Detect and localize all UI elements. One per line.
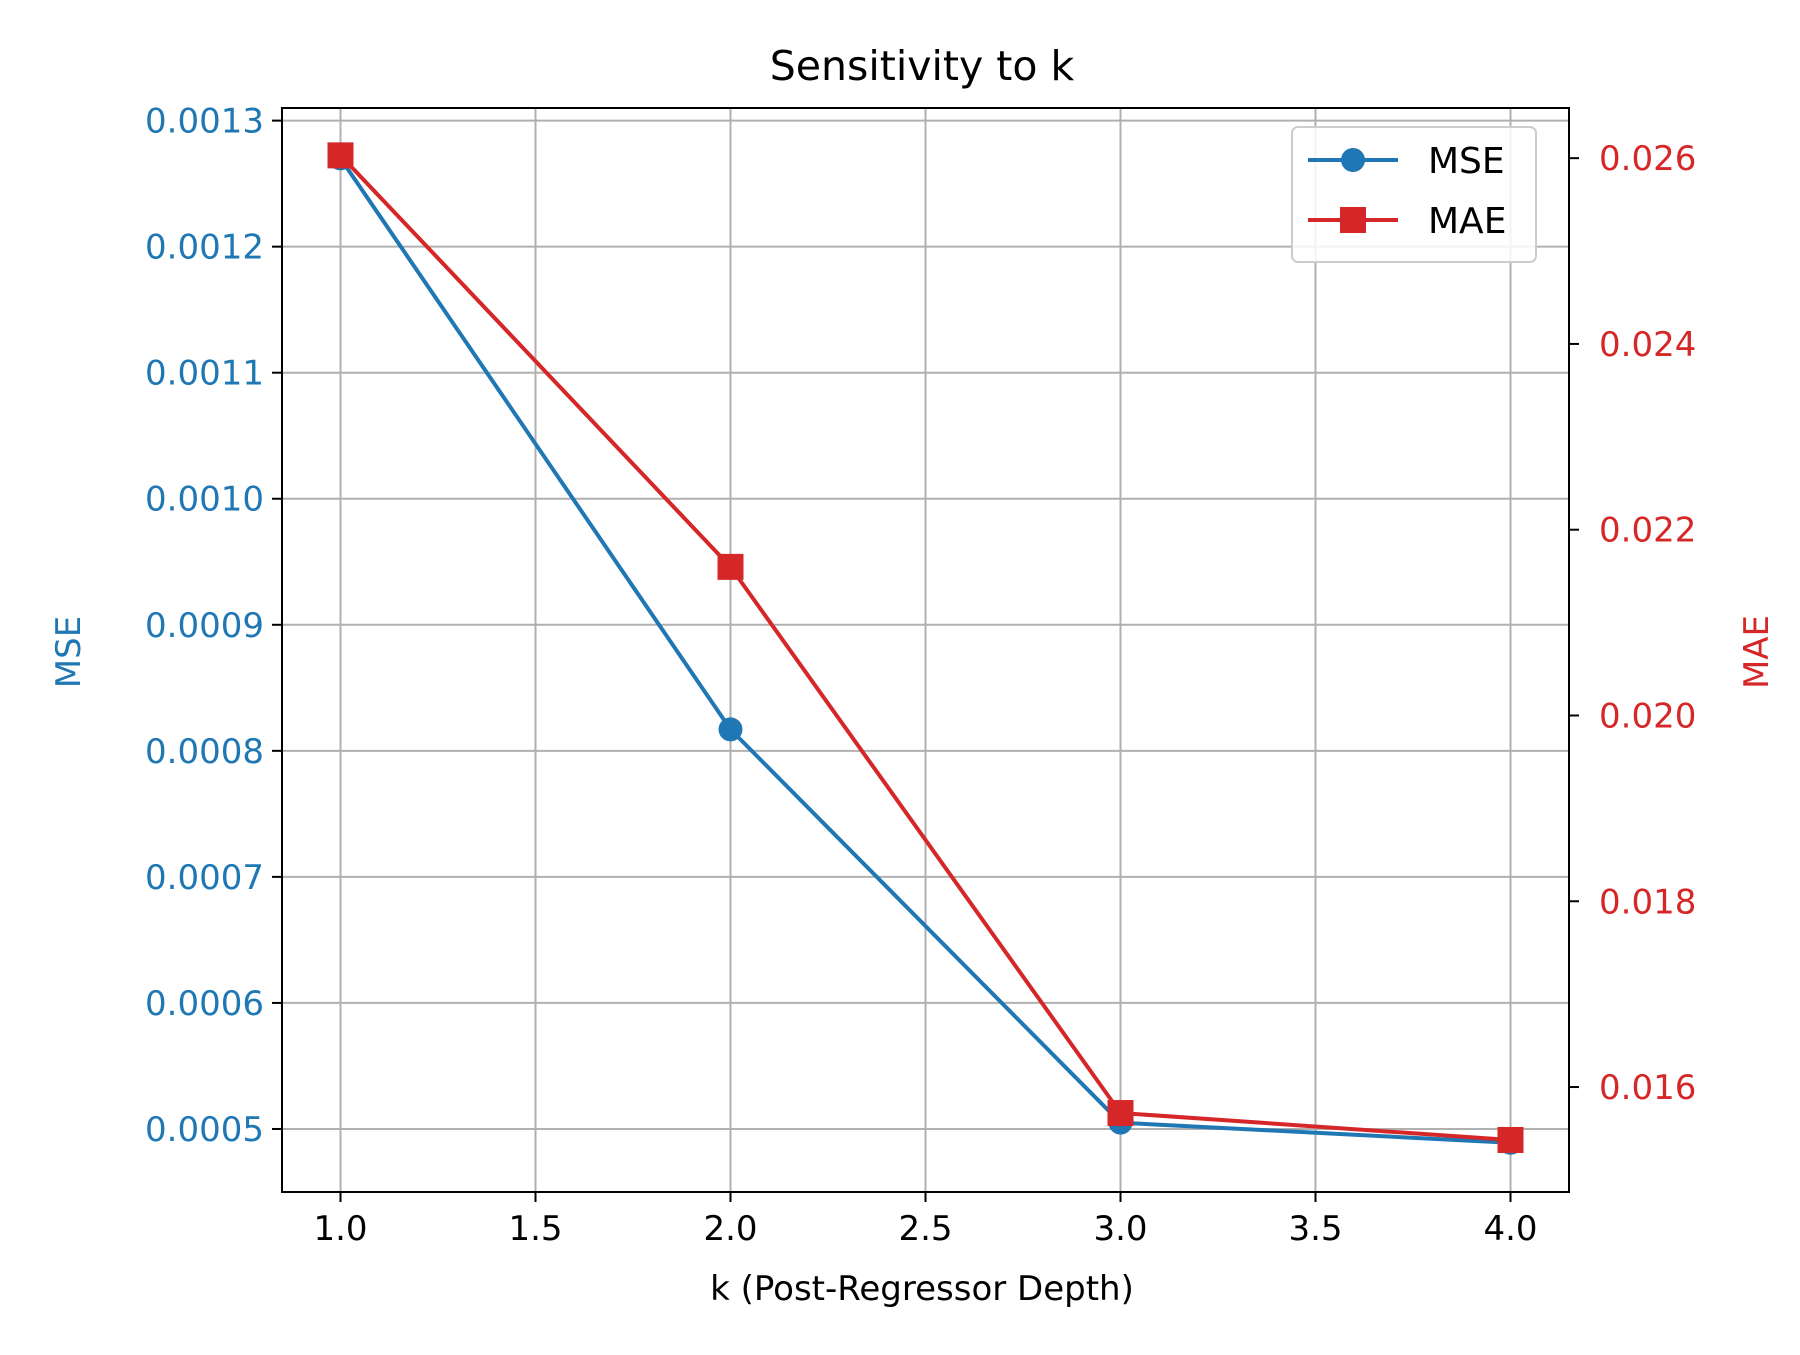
x-axis-title: k (Post-Regressor Depth) — [710, 1269, 1134, 1309]
mae-point — [1107, 1100, 1134, 1127]
x-tick-label: 1.0 — [313, 1209, 367, 1249]
left-tick-label: 0.0008 — [145, 732, 264, 772]
left-tick-label: 0.0012 — [145, 228, 264, 268]
right-axis-title: MAE — [1737, 615, 1777, 689]
mse-point — [718, 717, 743, 742]
right-tick-label: 0.020 — [1599, 696, 1696, 736]
x-tick-label: 2.0 — [703, 1209, 757, 1249]
right-tick-label: 0.022 — [1599, 511, 1696, 551]
x-axis-ticks: 1.0 1.5 2.0 2.5 3.0 3.5 4.0 — [313, 1192, 1538, 1249]
chart-title: Sensitivity to k — [770, 42, 1075, 90]
mae-series-line — [339, 154, 1511, 1142]
x-tick-label: 3.5 — [1288, 1209, 1342, 1249]
legend: MSE MAE — [1291, 126, 1537, 263]
mae-point — [717, 553, 744, 580]
x-tick-label: 1.5 — [508, 1209, 562, 1249]
x-tick-label: 2.5 — [898, 1209, 952, 1249]
left-tick-label: 0.0006 — [145, 984, 264, 1024]
left-tick-label: 0.0009 — [145, 606, 264, 646]
legend-mae-marker — [1340, 207, 1366, 233]
grid-lines — [282, 108, 1569, 1192]
right-tick-label: 0.016 — [1599, 1068, 1696, 1108]
mae-point — [327, 142, 354, 169]
plot-frame — [281, 107, 1570, 1193]
series-lines — [327, 142, 1524, 1155]
left-tick-label: 0.0007 — [145, 858, 264, 898]
x-tick-label: 4.0 — [1483, 1209, 1537, 1249]
left-axis-title: MSE — [49, 616, 89, 688]
left-tick-label: 0.0005 — [145, 1110, 264, 1150]
right-tick-label: 0.026 — [1599, 139, 1696, 179]
left-y-axis-ticks: 0.0005 0.0006 0.0007 0.0008 0.0009 0.0010 0.00… — [145, 102, 282, 1150]
legend-mse-label: MSE — [1428, 141, 1505, 182]
mse-series-line — [338, 157, 1511, 1145]
right-tick-label: 0.024 — [1599, 325, 1696, 365]
mae-point — [1497, 1126, 1524, 1153]
legend-mse-marker — [1341, 148, 1365, 172]
left-tick-label: 0.0010 — [145, 480, 264, 520]
right-tick-label: 0.018 — [1599, 882, 1696, 922]
left-tick-label: 0.0013 — [145, 102, 264, 142]
x-tick-label: 3.0 — [1093, 1209, 1147, 1249]
right-y-axis-ticks: 0.016 0.018 0.020 0.022 0.024 0.026 — [1569, 139, 1696, 1108]
left-tick-label: 0.0011 — [145, 354, 264, 394]
legend-mae-label: MAE — [1428, 201, 1506, 242]
